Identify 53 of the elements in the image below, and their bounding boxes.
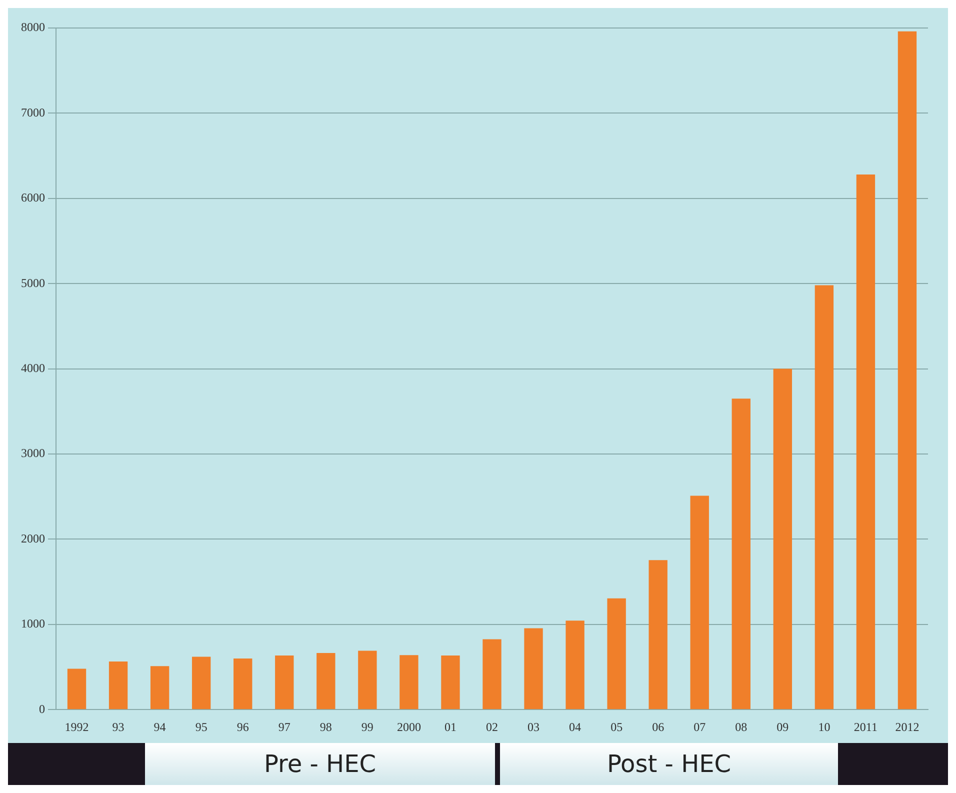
- bar: [441, 656, 460, 710]
- x-tick-label: 2011: [854, 720, 878, 734]
- x-tick-label: 2012: [895, 720, 920, 734]
- x-tick-label: 10: [818, 720, 830, 734]
- bar: [234, 658, 252, 710]
- y-tick-label: 0: [39, 702, 45, 716]
- x-tick-label: 1992: [64, 720, 89, 734]
- bar: [108, 661, 128, 710]
- y-tick-label: 5000: [21, 276, 45, 290]
- x-tick-label: 93: [112, 720, 124, 734]
- bar: [358, 650, 377, 710]
- y-tick-label: 2000: [21, 531, 45, 546]
- x-tick-label: 01: [444, 720, 456, 734]
- bar: [732, 398, 750, 710]
- bar: [192, 656, 211, 710]
- x-tick-label: 03: [528, 720, 540, 734]
- bar: [856, 174, 876, 710]
- y-tick-label: 3000: [21, 446, 45, 460]
- bar: [814, 285, 834, 710]
- x-tick-label: 09: [776, 720, 789, 734]
- bar: [648, 560, 668, 710]
- bar: [316, 652, 336, 710]
- x-tick-label: 02: [486, 720, 498, 734]
- bar: [773, 368, 792, 710]
- x-tick-label: 96: [236, 720, 249, 734]
- bar: [898, 31, 917, 710]
- y-tick-label: 1000: [21, 616, 45, 631]
- bar: [566, 620, 584, 710]
- x-tick-label: 07: [694, 720, 706, 734]
- y-tick-label: 4000: [21, 360, 45, 375]
- bar: [607, 598, 626, 710]
- x-tick-label: 06: [652, 720, 664, 734]
- y-tick-label: 6000: [21, 190, 45, 205]
- bar: [400, 655, 418, 710]
- bar: [482, 639, 502, 710]
- y-tick-label: 8000: [21, 20, 45, 34]
- x-tick-label: 04: [569, 720, 582, 734]
- bar: [275, 656, 294, 710]
- text: Pre - HEC: [145, 743, 495, 785]
- bar: [67, 668, 86, 710]
- text: Post - HEC: [500, 743, 838, 785]
- x-tick-label: 94: [154, 720, 166, 734]
- x-tick-label: 05: [610, 720, 623, 734]
- bar: [690, 496, 709, 710]
- x-tick-label: 98: [320, 720, 332, 734]
- x-tick-label: 99: [361, 720, 374, 734]
- x-tick-label: 2000: [396, 720, 421, 734]
- x-tick-label: 95: [195, 720, 208, 734]
- x-tick-label: 08: [735, 720, 748, 734]
- x-tick-label: 97: [278, 720, 290, 734]
- y-tick-label: 7000: [21, 105, 45, 120]
- bar: [150, 666, 170, 710]
- bar: [524, 628, 543, 710]
